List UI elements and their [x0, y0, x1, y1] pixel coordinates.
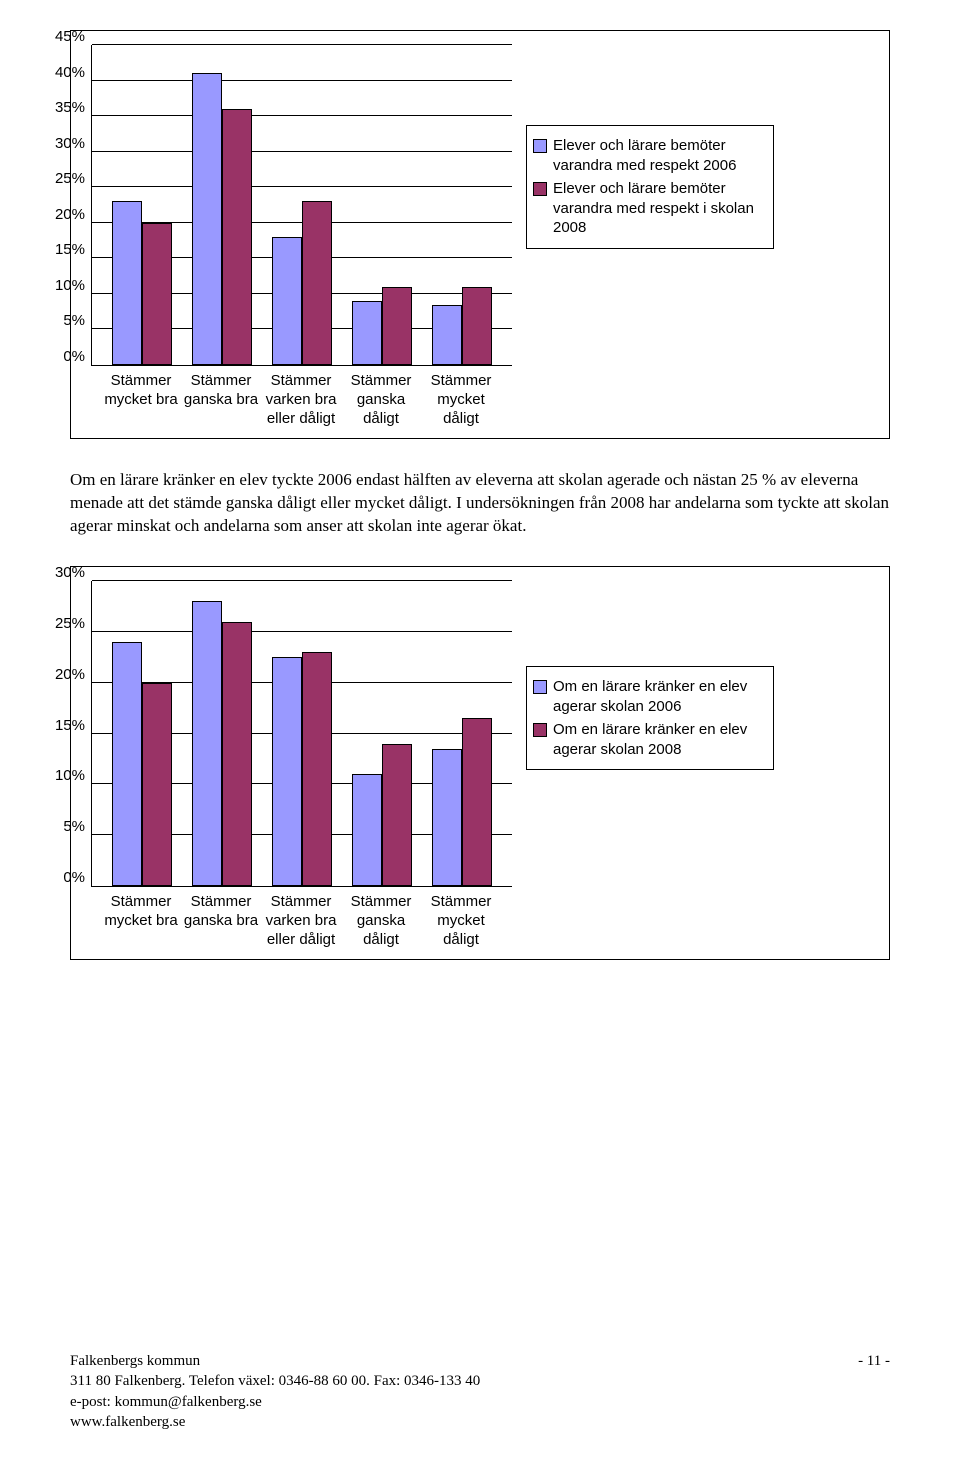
bar	[272, 657, 302, 886]
chart2-legend: Om en lärare kränker en elev agerar skol…	[526, 666, 774, 770]
legend-label: Elever och lärare bemöter varandra med r…	[553, 179, 763, 238]
bar	[382, 287, 412, 365]
bar	[222, 622, 252, 886]
body-paragraph: Om en lärare kränker en elev tyckte 2006…	[70, 469, 890, 538]
x-label: Stämmer varken bra eller dåligt	[262, 893, 340, 949]
bar	[302, 652, 332, 886]
legend-swatch	[533, 139, 547, 153]
bar	[352, 774, 382, 886]
x-label: Stämmer ganska dåligt	[342, 893, 420, 949]
bar-group	[432, 287, 492, 365]
chart1-x-axis: Stämmer mycket braStämmer ganska braStäm…	[91, 366, 511, 428]
x-label: Stämmer mycket dåligt	[422, 893, 500, 949]
bar-group	[432, 718, 492, 886]
bar-group	[112, 201, 172, 365]
footer-web: www.falkenberg.se	[70, 1412, 480, 1432]
x-label: Stämmer ganska dåligt	[342, 372, 420, 428]
bar	[302, 201, 332, 365]
legend-swatch	[533, 680, 547, 694]
legend-label: Om en lärare kränker en elev agerar skol…	[553, 720, 763, 759]
x-label: Stämmer varken bra eller dåligt	[262, 372, 340, 428]
chart1-plot-area	[91, 45, 512, 366]
bar	[462, 287, 492, 365]
footer-org: Falkenbergs kommun	[70, 1351, 480, 1371]
bar-group	[352, 287, 412, 365]
x-label: Stämmer ganska bra	[182, 893, 260, 949]
bar-group	[192, 601, 252, 886]
x-label: Stämmer ganska bra	[182, 372, 260, 428]
legend-label: Om en lärare kränker en elev agerar skol…	[553, 677, 763, 716]
bar-group	[352, 744, 412, 886]
legend-label: Elever och lärare bemöter varandra med r…	[553, 136, 763, 175]
legend-item: Om en lärare kränker en elev agerar skol…	[533, 677, 763, 716]
bar	[112, 642, 142, 886]
bar	[382, 744, 412, 886]
chart2-plot-area	[91, 581, 512, 887]
legend-item: Elever och lärare bemöter varandra med r…	[533, 179, 763, 238]
bar	[192, 601, 222, 886]
bar	[112, 201, 142, 365]
x-label: Stämmer mycket bra	[102, 893, 180, 949]
legend-item: Om en lärare kränker en elev agerar skol…	[533, 720, 763, 759]
bar	[142, 223, 172, 365]
footer-page-number: - 11 -	[858, 1351, 890, 1371]
page-footer: Falkenbergs kommun 311 80 Falkenberg. Te…	[70, 1351, 890, 1432]
legend-swatch	[533, 182, 547, 196]
bar-group	[272, 652, 332, 886]
bar	[352, 301, 382, 365]
bar	[272, 237, 302, 365]
legend-item: Elever och lärare bemöter varandra med r…	[533, 136, 763, 175]
chart1-legend: Elever och lärare bemöter varandra med r…	[526, 125, 774, 249]
bar	[432, 749, 462, 886]
bar	[432, 305, 462, 365]
footer-addr: 311 80 Falkenberg. Telefon växel: 0346-8…	[70, 1371, 480, 1391]
chart-respect: 0%5%10%15%20%25%30%35%40%45% Stämmer myc…	[70, 30, 890, 439]
bar	[222, 109, 252, 365]
bar-group	[272, 201, 332, 365]
x-label: Stämmer mycket bra	[102, 372, 180, 428]
chart2-x-axis: Stämmer mycket braStämmer ganska braStäm…	[91, 887, 511, 949]
bar	[142, 683, 172, 886]
bar	[192, 73, 222, 365]
footer-email: e-post: kommun@falkenberg.se	[70, 1392, 480, 1412]
bar-group	[192, 73, 252, 365]
bar-group	[112, 642, 172, 886]
legend-swatch	[533, 723, 547, 737]
chart-teacher-action: 0%5%10%15%20%25%30% Stämmer mycket braSt…	[70, 566, 890, 960]
bar	[462, 718, 492, 886]
x-label: Stämmer mycket dåligt	[422, 372, 500, 428]
